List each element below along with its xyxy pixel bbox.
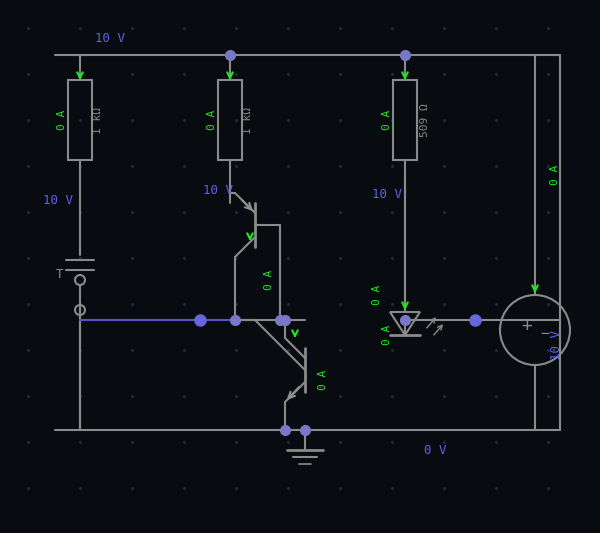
Text: 0 V: 0 V bbox=[424, 443, 446, 456]
Text: 10 V: 10 V bbox=[203, 183, 233, 197]
Text: 0 A: 0 A bbox=[382, 110, 392, 130]
Text: 10 V: 10 V bbox=[95, 31, 125, 44]
Text: 0 A: 0 A bbox=[550, 165, 560, 185]
Text: 1 kΩ: 1 kΩ bbox=[243, 107, 253, 133]
Text: 509 Ω: 509 Ω bbox=[420, 103, 430, 137]
Text: 10 V: 10 V bbox=[551, 330, 563, 360]
Text: 0 A: 0 A bbox=[264, 270, 274, 290]
Bar bbox=[393, 80, 417, 160]
Text: 10 V: 10 V bbox=[372, 189, 402, 201]
Text: 0 A: 0 A bbox=[382, 325, 392, 345]
Bar bbox=[68, 80, 92, 160]
Text: 0 A: 0 A bbox=[207, 110, 217, 130]
Text: +: + bbox=[521, 317, 532, 335]
Text: 10 V: 10 V bbox=[43, 193, 73, 206]
Text: 0 A: 0 A bbox=[372, 285, 382, 305]
Text: 0 A: 0 A bbox=[57, 110, 67, 130]
Text: 1 kΩ: 1 kΩ bbox=[93, 107, 103, 133]
Text: 0 A: 0 A bbox=[318, 370, 328, 390]
Text: T: T bbox=[56, 269, 64, 281]
Bar bbox=[218, 80, 242, 160]
Text: −: − bbox=[541, 327, 550, 342]
